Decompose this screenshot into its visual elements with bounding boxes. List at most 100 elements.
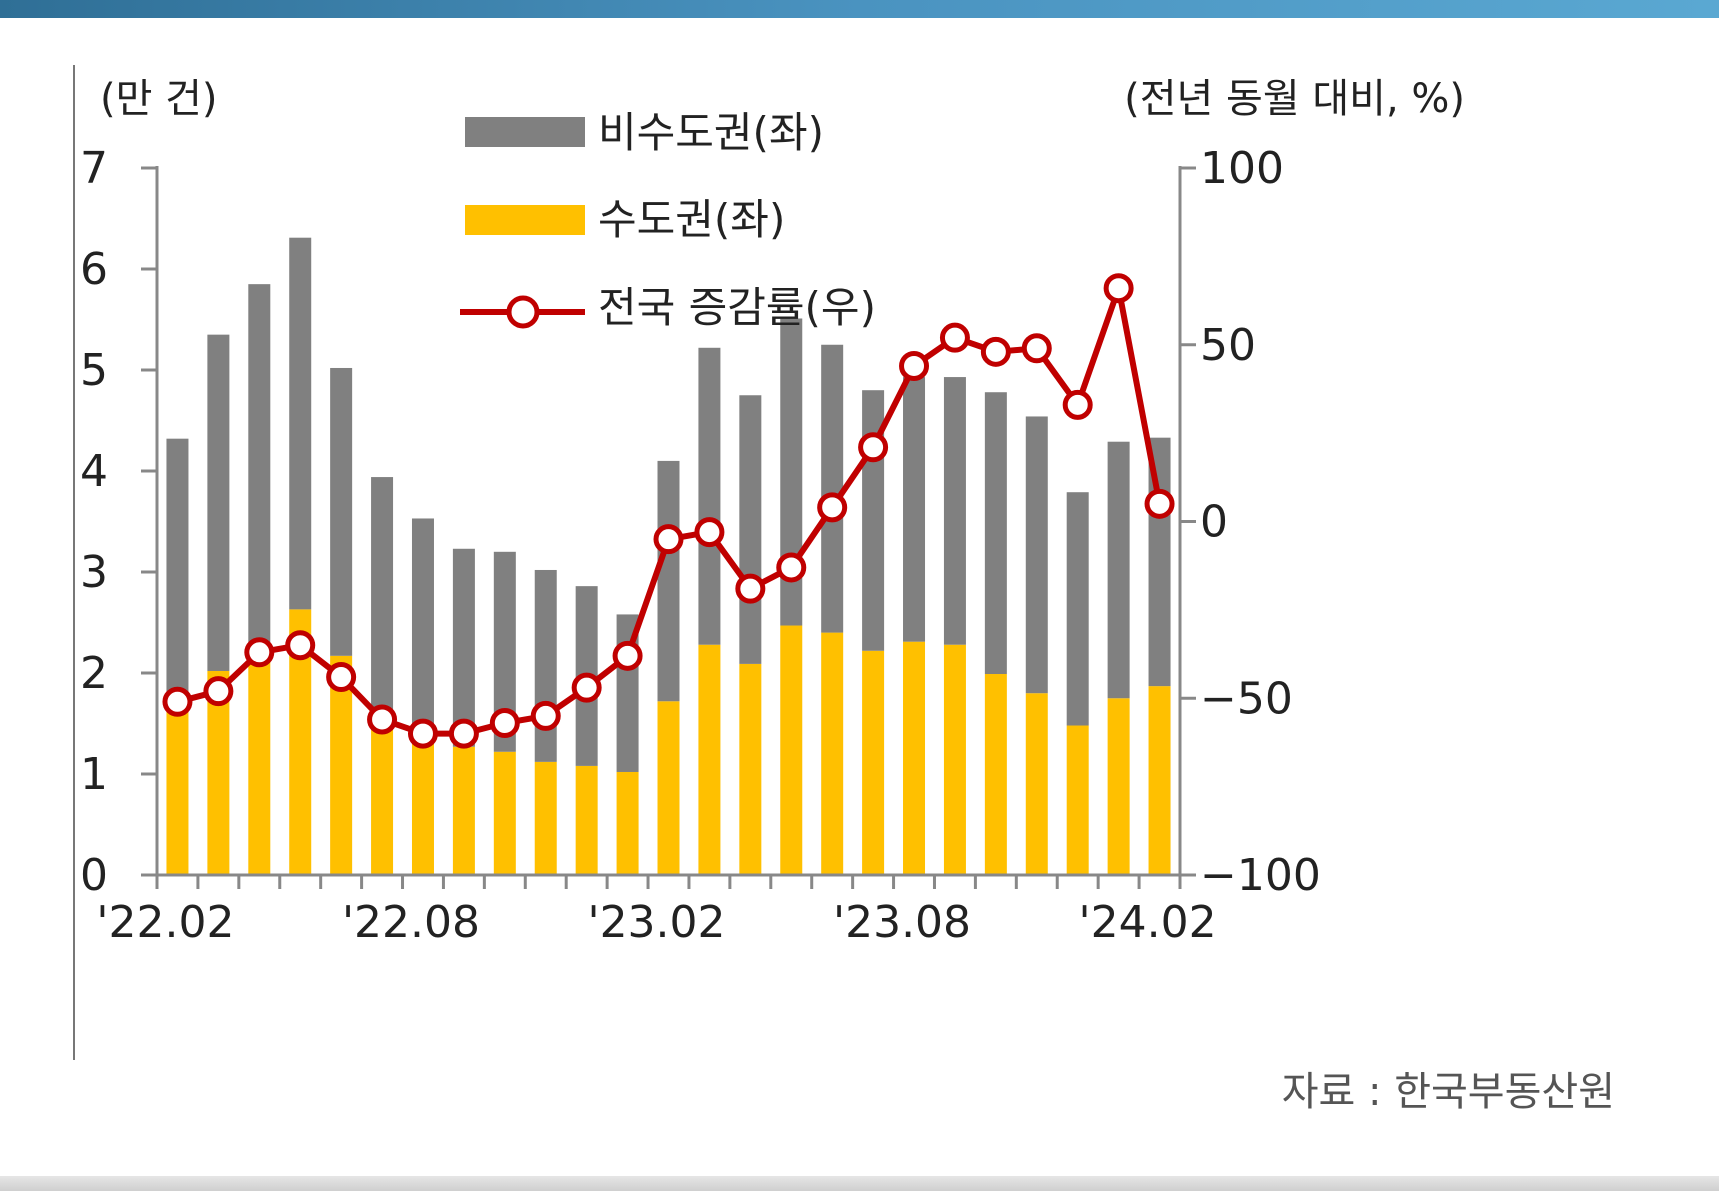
growth-point bbox=[776, 552, 807, 583]
bar-capital bbox=[1107, 698, 1130, 875]
bar-capital bbox=[984, 674, 1007, 875]
legend-label-national: 전국 증감률(우) bbox=[598, 283, 876, 332]
bars-group bbox=[166, 237, 1171, 875]
bar-non-capital bbox=[207, 334, 230, 671]
bar-capital bbox=[616, 771, 639, 875]
left-tick-label: 0 bbox=[80, 850, 108, 901]
bar-capital bbox=[166, 706, 189, 875]
bar-capital bbox=[248, 642, 271, 875]
bar-capital bbox=[1148, 686, 1171, 875]
growth-point bbox=[612, 640, 643, 671]
bar-capital bbox=[371, 721, 394, 875]
growth-point bbox=[285, 630, 316, 661]
axes-group: 0 1 2 3 4 5 6 7 −100 −50 0 50 100 '22.02 '22.08 '23.02 '… bbox=[80, 143, 1321, 948]
growth-point bbox=[367, 704, 398, 735]
bar-capital bbox=[943, 644, 966, 875]
legend-label-non-capital: 비수도권(좌) bbox=[598, 108, 824, 157]
growth-point bbox=[1144, 488, 1175, 519]
bar-capital bbox=[698, 644, 721, 875]
growth-point bbox=[858, 432, 889, 463]
bar-non-capital bbox=[493, 551, 516, 752]
right-tick-label: −100 bbox=[1200, 850, 1321, 901]
bar-non-capital bbox=[411, 518, 434, 743]
growth-point bbox=[653, 524, 684, 555]
growth-point bbox=[448, 718, 479, 749]
left-tick-label: 2 bbox=[80, 648, 108, 699]
left-tick-label: 6 bbox=[80, 244, 108, 295]
legend-marker-national bbox=[506, 295, 540, 329]
right-tick-label: 100 bbox=[1200, 143, 1284, 194]
bar-non-capital bbox=[984, 392, 1007, 675]
bar-capital bbox=[821, 632, 844, 875]
left-tick-label: 7 bbox=[80, 143, 108, 194]
growth-point bbox=[899, 350, 930, 381]
bar-non-capital bbox=[1107, 441, 1130, 699]
growth-point bbox=[939, 322, 970, 353]
left-axis-unit: (만 건) bbox=[100, 76, 218, 122]
growth-line-group bbox=[162, 273, 1175, 749]
bar-capital bbox=[1066, 725, 1089, 875]
growth-point bbox=[735, 573, 766, 604]
bar-capital bbox=[207, 670, 230, 875]
bar-non-capital bbox=[248, 284, 271, 643]
bar-non-capital bbox=[289, 237, 312, 610]
bar-capital bbox=[657, 701, 680, 875]
x-tick-label: '23.08 bbox=[833, 897, 971, 948]
bar-non-capital bbox=[780, 318, 803, 626]
bar-non-capital bbox=[821, 344, 844, 633]
x-tick-label: '22.08 bbox=[342, 897, 480, 948]
growth-point bbox=[571, 672, 602, 703]
growth-point bbox=[407, 718, 438, 749]
right-tick-label: −50 bbox=[1200, 673, 1293, 724]
bar-capital bbox=[1025, 693, 1048, 875]
bar-capital bbox=[452, 746, 475, 875]
growth-point bbox=[817, 492, 848, 523]
growth-point bbox=[694, 517, 725, 548]
bar-capital bbox=[780, 625, 803, 875]
growth-point bbox=[162, 686, 193, 717]
left-tick-label: 1 bbox=[80, 749, 108, 800]
bar-capital bbox=[411, 742, 434, 875]
bar-capital bbox=[493, 751, 516, 875]
bar-non-capital bbox=[739, 395, 762, 664]
source-note: 자료 : 한국부동산원 bbox=[1282, 1069, 1615, 1115]
bar-non-capital bbox=[452, 548, 475, 747]
growth-point bbox=[326, 662, 357, 693]
right-axis-unit: (전년 동월 대비, %) bbox=[1124, 76, 1465, 122]
bar-capital bbox=[534, 761, 557, 875]
bar-non-capital bbox=[1066, 492, 1089, 726]
legend-label-capital: 수도권(좌) bbox=[598, 195, 785, 244]
bar-non-capital bbox=[903, 377, 926, 642]
bar-non-capital bbox=[166, 438, 189, 707]
x-tick-label: '22.02 bbox=[96, 897, 234, 948]
legend: 비수도권(좌) 수도권(좌) 전국 증감률(우) bbox=[460, 108, 876, 332]
right-tick-label: 50 bbox=[1200, 320, 1256, 371]
left-tick-label: 3 bbox=[80, 547, 108, 598]
growth-point bbox=[530, 700, 561, 731]
right-tick-label: 0 bbox=[1200, 497, 1228, 548]
growth-point bbox=[244, 637, 275, 668]
growth-point bbox=[489, 707, 520, 738]
bar-capital bbox=[330, 655, 353, 875]
growth-point bbox=[203, 676, 234, 707]
bar-non-capital bbox=[698, 347, 721, 645]
growth-point bbox=[1103, 273, 1134, 304]
growth-point bbox=[980, 336, 1011, 367]
growth-point bbox=[1021, 333, 1052, 364]
x-tick-label: '23.02 bbox=[587, 897, 725, 948]
bar-non-capital bbox=[1025, 416, 1048, 694]
bar-non-capital bbox=[657, 460, 680, 702]
bar-capital bbox=[862, 650, 885, 875]
legend-swatch-non-capital bbox=[465, 117, 585, 147]
bar-capital bbox=[903, 641, 926, 875]
bar-non-capital bbox=[330, 367, 353, 656]
bar-non-capital bbox=[534, 569, 557, 762]
bar-capital bbox=[739, 663, 762, 875]
bar-capital bbox=[575, 765, 598, 875]
top-accent-bar bbox=[0, 0, 1719, 18]
left-tick-label: 4 bbox=[80, 446, 108, 497]
legend-swatch-capital bbox=[465, 205, 585, 235]
growth-point bbox=[1062, 389, 1093, 420]
bar-non-capital bbox=[371, 477, 394, 722]
